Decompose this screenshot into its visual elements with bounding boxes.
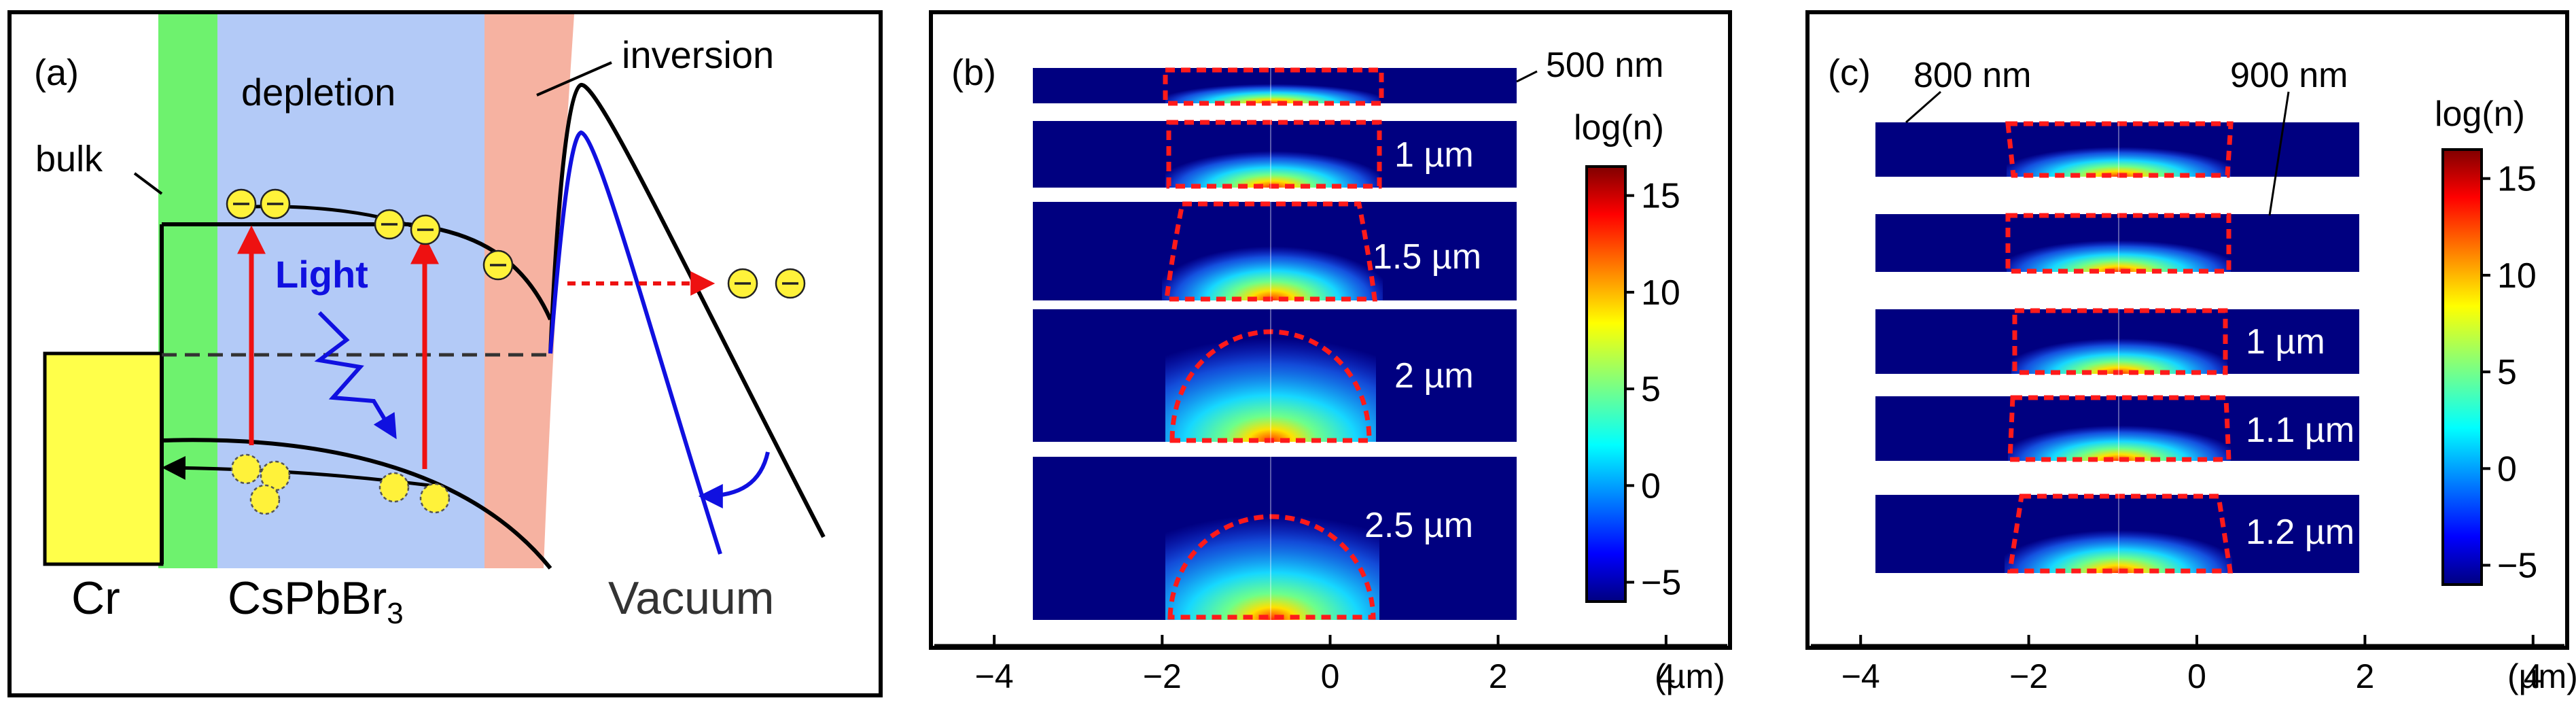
colorbar-c-tick-label-1: 10 [2497,256,2537,296]
x-unit-b: (µm) [1655,657,1725,695]
colorbar-c [2441,148,2483,586]
x-axis-b-tick-label-2: 0 [1321,657,1340,695]
colorbar-b-tick-label-3: 0 [1641,466,1661,506]
bulk-label: bulk [35,139,103,179]
colorbar-b-tick-label-4: −5 [1641,563,1681,603]
panel-c-label: (c) [1828,52,1871,93]
x-axis-b-tick-label-4: 4 [1657,657,1676,695]
light-wave-icon [314,311,397,440]
strip-900nm [1875,213,2359,274]
colorbar-ticks-c: 15 10 5 0 −5 [2482,160,2537,586]
x-unit-c: (µm) [2507,657,2576,695]
frame-1-1um [2007,395,2231,462]
strip-1um-c [1875,308,2359,375]
inversion-region [484,14,574,568]
frame-1um [1166,120,1382,189]
frame-2-5um [1167,514,1376,620]
colorbar-b-tick-label-2: 5 [1641,370,1661,409]
bulk-region [158,14,217,568]
frame-800nm [2005,121,2234,178]
colorbar-title-c: log(n) [2435,94,2525,134]
x-axis-c-tick-label-2: 0 [2187,657,2206,695]
x-axis-c: −4 −2 0 2 4 [1811,635,2564,695]
panel-a-label: (a) [34,52,79,93]
annot-800nm: 800 nm [1913,56,2031,95]
panel-b: (b) 500 nm 1 µm 1.5 µm [929,10,1732,695]
x-axis-c-tick-label-0: −4 [1841,657,1880,695]
strip-2-5um [1033,457,1517,620]
x-axis-c-tick-label-1: −2 [2009,657,2048,695]
x-axis-b-tick-label-0: −4 [975,657,1014,695]
strip-1-1um [1875,395,2359,462]
vacuum-shift-arrow [698,451,770,508]
colorbar-ticks-b: 15 10 5 0 −5 [1625,177,1681,603]
valence-band [161,438,552,570]
annot-900nm: 900 nm [2230,56,2348,95]
strip-label-c-2: 1.2 µm [2246,513,2354,552]
x-axis-c-tick-label-3: 2 [2355,657,2374,695]
panel-c: (c) 800 nm 900 nm 1 µ [1805,10,2576,695]
x-axis-b-tick-label-3: 2 [1489,657,1508,695]
colorbar-c-tick-label-0: 15 [2497,160,2537,199]
vacuum-label: Vacuum [608,572,774,624]
panel-a: (a) bulk depletion inversion Light Cr Cs… [7,10,883,697]
strip-1um [1033,120,1517,189]
colorbar-b-tick-label-0: 15 [1641,177,1680,216]
frame-1-2um [2007,493,2234,574]
cr-electrode [43,351,164,566]
light-label: Light [275,253,368,296]
strip-label-b-4: 2.5 µm [1364,506,1473,545]
strip-label-b-1: 1 µm [1394,135,1474,175]
colorbar-c-tick-label-4: −5 [2497,547,2537,586]
pointer-500nm [1516,70,1538,83]
pointer-900nm [2268,91,2290,216]
strip-800nm [1875,121,2359,178]
cr-label: Cr [71,572,120,624]
frame-2um [1169,329,1372,443]
material-label: CsPbBr3 [228,572,404,630]
strip-500nm [1033,67,1517,106]
frame-1um-c [2012,308,2228,375]
inversion-label: inversion [622,33,774,76]
x-axis-c-tick-label-4: 4 [2524,657,2543,695]
colorbar-c-tick-label-3: 0 [2497,449,2517,489]
bulk-pointer [133,172,163,195]
strip-label-b-0: 500 nm [1546,46,1663,85]
strip-label-b-2: 1.5 µm [1373,237,1481,277]
frame-1-5um [1164,201,1377,302]
pointer-800nm [1905,90,1941,124]
colorbar-c-tick-label-2: 5 [2497,353,2517,392]
x-axis-b: −4 −2 0 2 4 [934,635,1727,695]
panel-a-frame [7,10,883,697]
strip-1-5um [1033,201,1517,302]
colorbar-title-b: log(n) [1574,108,1664,148]
strip-label-c-0: 1 µm [2246,322,2325,362]
inversion-pointer [536,61,612,97]
colorbar-b-tick-label-1: 10 [1641,273,1680,313]
vacuum-level-blue [548,130,722,555]
strip-2um [1033,309,1517,443]
vacuum-level-black [548,83,826,538]
strip-1-2um [1875,493,2359,574]
frame-900nm [2005,213,2231,274]
strip-label-b-3: 2 µm [1394,356,1474,396]
strip-label-c-1: 1.1 µm [2246,411,2354,450]
panel-c-frame [1805,10,2569,650]
panel-b-label: (b) [951,52,996,93]
panel-b-frame [929,10,1732,650]
depletion-label: depletion [241,71,395,114]
colorbar-b [1585,165,1627,603]
x-axis-b-tick-label-1: −2 [1143,657,1182,695]
